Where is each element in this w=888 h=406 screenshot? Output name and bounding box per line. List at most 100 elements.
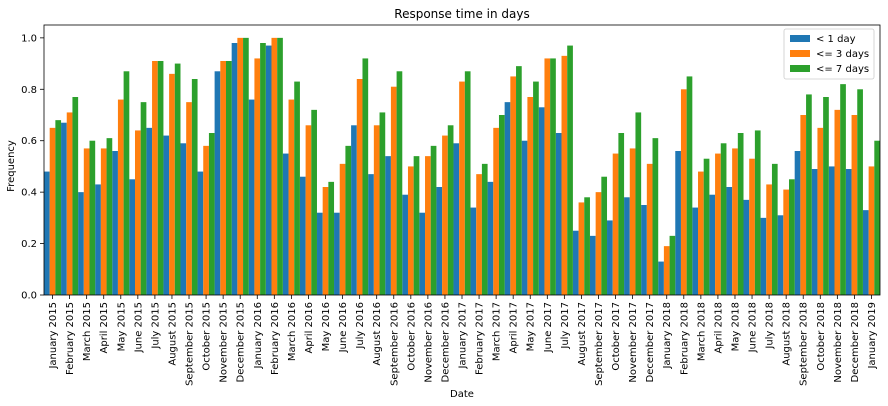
bar-series-2-33 (618, 133, 625, 295)
bar-series-1-46 (834, 109, 841, 295)
bar-series-1-26 (493, 127, 499, 295)
bar-series-0-25 (470, 207, 477, 295)
bar-series-0-40 (726, 187, 733, 295)
bar-series-1-8 (186, 102, 192, 295)
bar-series-1-15 (305, 125, 312, 295)
x-tick-label-17: June 2016 (338, 302, 349, 353)
x-tick-label-11: December 2015 (236, 302, 247, 382)
bar-series-0-37 (675, 151, 681, 295)
bar-series-2-3 (106, 138, 113, 295)
bar-series-0-12 (248, 99, 255, 295)
bar-series-0-47 (845, 169, 852, 295)
bar-series-1-29 (544, 58, 551, 296)
bar-series-1-48 (868, 166, 875, 295)
bar-series-2-12 (260, 43, 266, 295)
bar-series-1-7 (169, 73, 175, 295)
bar-series-2-44 (806, 94, 812, 296)
x-tick-label-30: July 2017 (560, 302, 571, 350)
bar-series-0-27 (504, 102, 511, 295)
x-tick-label-31: August 2017 (577, 302, 588, 366)
bar-series-1-41 (749, 158, 755, 295)
bar-series-1-20 (390, 86, 397, 296)
bar-series-1-6 (152, 61, 158, 295)
bar-series-0-7 (163, 135, 170, 295)
bar-series-0-32 (589, 235, 596, 295)
bar-series-2-30 (567, 45, 573, 295)
y-tick-label-3: 0.6 (21, 136, 37, 147)
legend-label-0: < 1 day (816, 34, 856, 45)
y-tick-label-1: 0.2 (21, 239, 37, 250)
x-tick-label-4: May 2015 (116, 302, 127, 351)
bar-series-0-45 (811, 169, 818, 295)
bar-series-1-37 (680, 89, 687, 295)
bar-series-1-21 (407, 166, 414, 295)
bar-series-0-34 (624, 197, 630, 295)
y-tick-label-2: 0.4 (21, 188, 37, 199)
x-tick-label-2: March 2015 (82, 302, 93, 361)
x-tick-label-16: May 2016 (321, 302, 332, 351)
bar-series-1-16 (322, 187, 329, 295)
bar-series-2-16 (328, 181, 335, 295)
bar-series-0-48 (862, 210, 869, 295)
bar-series-0-31 (572, 230, 579, 295)
bar-series-2-6 (157, 61, 164, 295)
x-tick-label-25: February 2017 (475, 302, 486, 375)
chart-title: Response time in days (394, 7, 529, 21)
legend-swatch-0 (790, 35, 810, 42)
bar-series-2-9 (208, 133, 215, 295)
x-tick-label-27: April 2017 (509, 302, 520, 353)
x-tick-label-10: November 2015 (219, 302, 230, 383)
bar-series-0-13 (265, 45, 272, 295)
bar-series-2-23 (447, 125, 454, 295)
bar-series-2-4 (123, 71, 130, 295)
x-tick-label-1: February 2015 (65, 302, 76, 375)
bar-series-2-8 (191, 79, 198, 295)
bar-series-2-45 (823, 97, 829, 295)
bar-series-0-16 (316, 212, 323, 295)
x-tick-label-34: November 2017 (628, 302, 639, 383)
bar-series-2-47 (857, 89, 863, 295)
bars-layer (44, 37, 880, 296)
bar-series-1-36 (663, 246, 670, 295)
bar-series-0-24 (453, 143, 460, 295)
bar-series-1-12 (254, 58, 261, 296)
legend-swatch-2 (790, 65, 810, 72)
x-tick-label-23: December 2016 (440, 302, 451, 382)
bar-series-1-40 (732, 148, 738, 295)
bar-series-0-28 (521, 140, 528, 295)
legend-label-1: <= 3 days (816, 49, 869, 60)
bar-series-1-24 (459, 81, 465, 295)
bar-series-2-10 (225, 61, 232, 295)
bar-series-0-15 (299, 176, 306, 295)
bar-series-0-46 (828, 166, 835, 295)
bar-series-2-36 (669, 235, 676, 295)
bar-series-1-23 (442, 135, 448, 295)
y-tick-label-5: 1.0 (21, 33, 37, 44)
bar-series-1-14 (288, 99, 295, 295)
bar-series-2-32 (601, 176, 608, 295)
bar-series-0-42 (760, 217, 767, 295)
x-tick-label-7: August 2015 (167, 302, 178, 366)
bar-series-2-28 (533, 81, 539, 295)
x-tick-label-5: June 2015 (133, 302, 144, 353)
bar-series-0-14 (282, 153, 289, 295)
x-tick-label-6: July 2015 (150, 302, 161, 350)
bar-series-2-2 (89, 140, 96, 295)
x-tick-label-21: October 2016 (406, 302, 417, 371)
bar-series-0-21 (402, 194, 408, 295)
bar-series-2-7 (174, 63, 181, 295)
bar-series-1-33 (612, 153, 619, 295)
x-tick-label-33: October 2017 (611, 302, 622, 371)
x-tick-label-3: April 2015 (99, 302, 110, 353)
bar-series-1-43 (783, 189, 790, 295)
bar-series-2-35 (652, 138, 659, 295)
bar-series-2-25 (481, 163, 488, 295)
bar-series-0-6 (146, 127, 153, 295)
x-axis-ticks: January 2015 February 2015 March 2015 April… (48, 295, 878, 386)
bar-series-2-38 (703, 158, 710, 295)
bar-series-2-48 (874, 140, 880, 295)
bar-series-2-5 (140, 102, 147, 295)
bar-series-1-9 (203, 145, 209, 295)
